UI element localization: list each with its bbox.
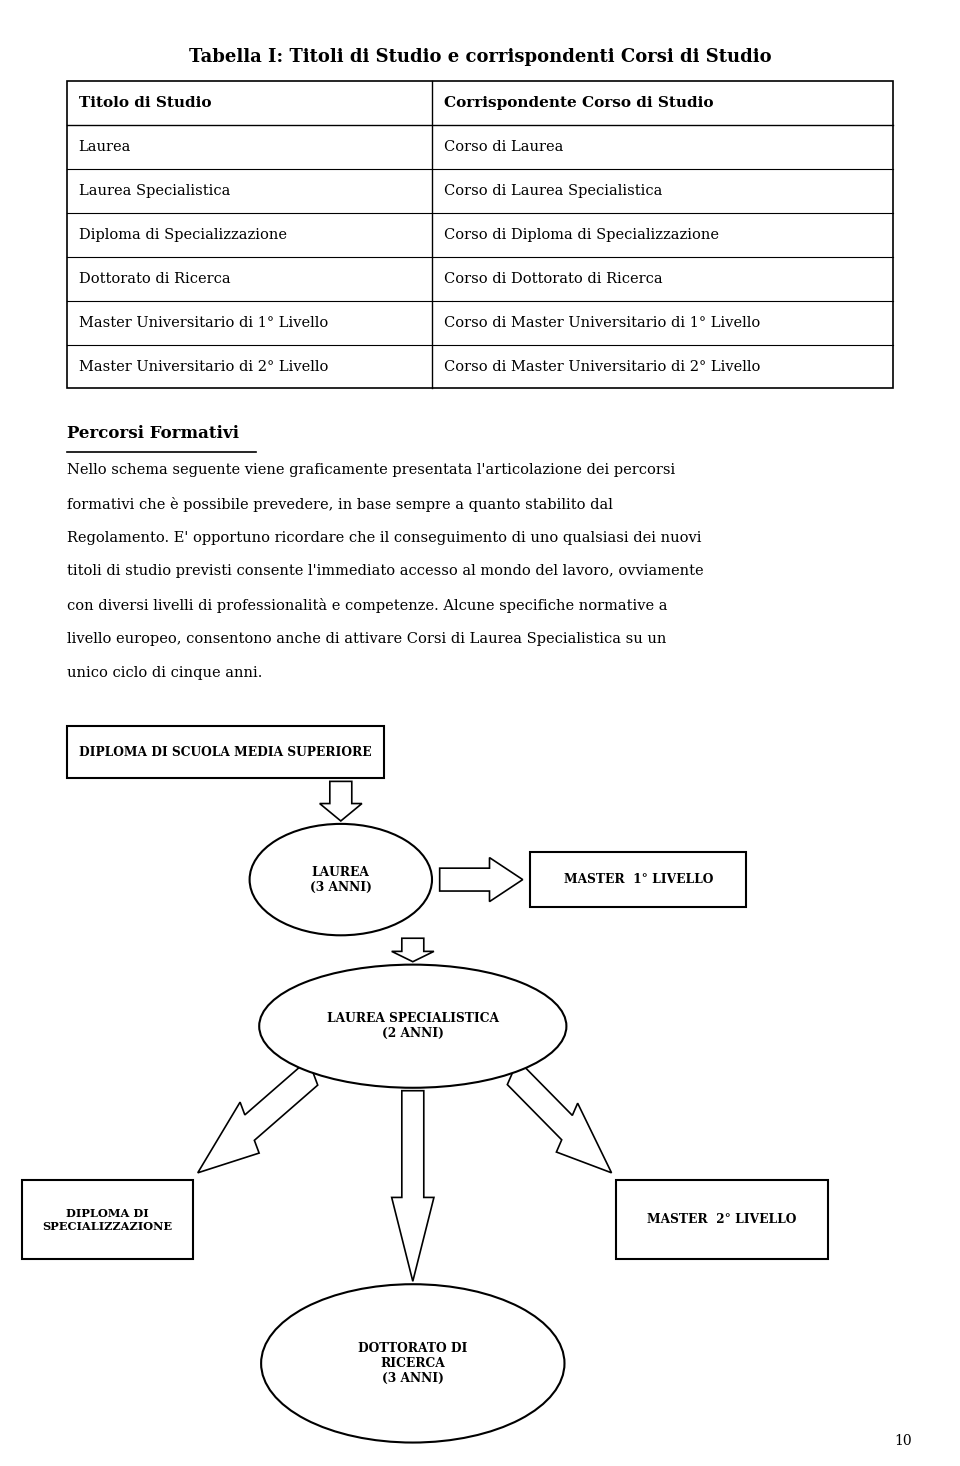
Polygon shape <box>392 938 434 962</box>
Text: DIPLOMA DI SCUOLA MEDIA SUPERIORE: DIPLOMA DI SCUOLA MEDIA SUPERIORE <box>80 746 372 758</box>
Text: Tabella I: Titoli di Studio e corrispondenti Corsi di Studio: Tabella I: Titoli di Studio e corrispond… <box>189 48 771 66</box>
Text: Corso di Master Universitario di 1° Livello: Corso di Master Universitario di 1° Live… <box>444 315 759 330</box>
Text: DIPLOMA DI
SPECIALIZZAZIONE: DIPLOMA DI SPECIALIZZAZIONE <box>42 1208 173 1231</box>
Text: Master Universitario di 2° Livello: Master Universitario di 2° Livello <box>79 359 328 374</box>
Ellipse shape <box>259 965 566 1088</box>
Bar <box>67 81 893 388</box>
Text: DOTTORATO DI
RICERCA
(3 ANNI): DOTTORATO DI RICERCA (3 ANNI) <box>358 1341 468 1385</box>
Text: Corso di Laurea Specialistica: Corso di Laurea Specialistica <box>444 183 661 198</box>
Text: Corso di Master Universitario di 2° Livello: Corso di Master Universitario di 2° Live… <box>444 359 760 374</box>
Ellipse shape <box>261 1284 564 1443</box>
Text: Corso di Dottorato di Ricerca: Corso di Dottorato di Ricerca <box>444 271 662 286</box>
Bar <box>67 726 384 778</box>
Text: MASTER  2° LIVELLO: MASTER 2° LIVELLO <box>647 1214 797 1226</box>
Text: Corso di Laurea: Corso di Laurea <box>444 139 563 154</box>
Text: Dottorato di Ricerca: Dottorato di Ricerca <box>79 271 230 286</box>
Text: Nello schema seguente viene graficamente presentata l'articolazione dei percorsi: Nello schema seguente viene graficamente… <box>67 463 676 478</box>
Text: Regolamento. E' opportuno ricordare che il conseguimento di uno qualsiasi dei nu: Regolamento. E' opportuno ricordare che … <box>67 531 702 545</box>
Polygon shape <box>320 781 362 821</box>
Text: con diversi livelli di professionalità e competenze. Alcune specifiche normative: con diversi livelli di professionalità e… <box>67 598 668 613</box>
Polygon shape <box>507 1060 612 1173</box>
Ellipse shape <box>250 824 432 935</box>
Polygon shape <box>392 1091 434 1281</box>
Text: Master Universitario di 1° Livello: Master Universitario di 1° Livello <box>79 315 328 330</box>
Text: Percorsi Formativi: Percorsi Formativi <box>67 425 239 443</box>
Bar <box>530 852 747 907</box>
Text: MASTER  1° LIVELLO: MASTER 1° LIVELLO <box>564 874 713 885</box>
Text: LAUREA
(3 ANNI): LAUREA (3 ANNI) <box>310 865 372 894</box>
Polygon shape <box>198 1060 318 1173</box>
Text: 10: 10 <box>895 1434 912 1448</box>
Text: Corso di Diploma di Specializzazione: Corso di Diploma di Specializzazione <box>444 227 718 242</box>
Text: Corrispondente Corso di Studio: Corrispondente Corso di Studio <box>444 95 713 110</box>
Polygon shape <box>440 858 522 902</box>
Text: unico ciclo di cinque anni.: unico ciclo di cinque anni. <box>67 666 263 680</box>
Text: Diploma di Specializzazione: Diploma di Specializzazione <box>79 227 287 242</box>
Text: formativi che è possibile prevedere, in base sempre a quanto stabilito dal: formativi che è possibile prevedere, in … <box>67 497 613 512</box>
Text: LAUREA SPECIALISTICA
(2 ANNI): LAUREA SPECIALISTICA (2 ANNI) <box>326 1012 499 1041</box>
Text: Laurea Specialistica: Laurea Specialistica <box>79 183 230 198</box>
Text: Laurea: Laurea <box>79 139 132 154</box>
Text: titoli di studio previsti consente l'immediato accesso al mondo del lavoro, ovvi: titoli di studio previsti consente l'imm… <box>67 564 704 579</box>
Bar <box>22 1180 193 1259</box>
Text: livello europeo, consentono anche di attivare Corsi di Laurea Specialistica su u: livello europeo, consentono anche di att… <box>67 632 666 647</box>
Text: Titolo di Studio: Titolo di Studio <box>79 95 211 110</box>
Bar <box>616 1180 828 1259</box>
